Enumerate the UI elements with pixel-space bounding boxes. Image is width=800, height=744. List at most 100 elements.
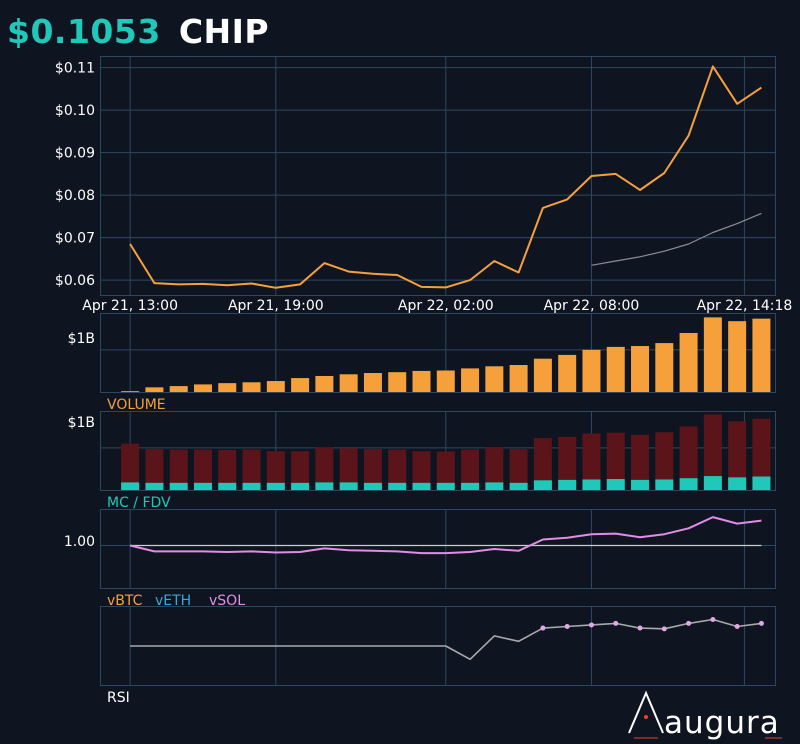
token-symbol: CHIP — [178, 12, 270, 51]
volume-bar — [266, 381, 285, 392]
volume-bar — [193, 384, 212, 392]
fdv-bar — [242, 449, 261, 490]
price-line — [129, 65, 762, 289]
fdv-bar — [606, 432, 625, 490]
volume-bar — [315, 375, 334, 392]
rsi-point — [686, 620, 692, 626]
volume-bar — [436, 370, 455, 392]
price-y-tick-label: $0.08 — [55, 188, 95, 204]
fdv-bar — [363, 449, 382, 490]
volume-bar — [606, 346, 625, 392]
mc-bar — [266, 482, 285, 490]
volume-bar — [169, 386, 188, 392]
volume-bars — [121, 317, 771, 392]
mc-bar — [339, 482, 358, 490]
mc-bar — [315, 482, 334, 490]
price-x-tick-label: Apr 21, 19:00 — [228, 298, 324, 314]
mc-bar — [169, 482, 188, 490]
price-header: $0.1053 CHIP — [7, 12, 269, 51]
volume-bar — [728, 321, 747, 392]
fdv-bar — [655, 432, 674, 490]
rsi-point — [588, 622, 594, 628]
legend-vbtc: vBTC — [107, 593, 143, 609]
mc-bar — [703, 476, 722, 490]
current-price: $0.1053 — [7, 12, 161, 51]
volume-label: VOLUME — [107, 397, 166, 413]
vsol-line — [129, 516, 762, 555]
mc-fdv-label: MC / FDV — [107, 495, 171, 511]
relative-lines — [129, 516, 762, 555]
fdv-bar — [121, 443, 140, 490]
rsi-point — [710, 616, 716, 622]
logo-a-icon — [628, 690, 664, 734]
mc-bar — [582, 479, 601, 490]
mc-bar — [291, 482, 310, 490]
mc-bar — [363, 482, 382, 490]
mc-bar — [509, 482, 528, 490]
price-panel-frame — [100, 56, 776, 296]
volume-bar — [412, 370, 431, 392]
price-y-tick-label: $0.10 — [55, 103, 95, 119]
volume-bar — [388, 372, 407, 392]
price-y-tick-label: $0.07 — [55, 231, 95, 247]
fdv-bar — [339, 448, 358, 490]
fdv-bar — [461, 449, 480, 490]
fdv-bar — [169, 449, 188, 490]
volume-bar — [121, 391, 140, 392]
fdv-bar — [315, 447, 334, 490]
price-y-tick-label: $0.06 — [55, 273, 95, 289]
rsi-point — [734, 624, 740, 629]
price-x-ticks: Apr 21, 13:00 Apr 21, 19:00 Apr 22, 02:00 A… — [82, 298, 792, 314]
price-x-tick-label: Apr 22, 08:00 — [544, 298, 640, 314]
volume-bar — [533, 358, 552, 392]
volume-bar — [145, 387, 164, 392]
augura-logo: augura — [628, 690, 782, 741]
mc-bar — [121, 482, 140, 490]
fdv-bar — [218, 449, 237, 490]
legend-veth: vETH — [155, 593, 191, 609]
volume-bar — [363, 373, 382, 392]
fdv-bar — [145, 449, 164, 490]
rsi-lines — [130, 616, 764, 661]
rsi-point — [637, 625, 643, 631]
mc-bar — [558, 479, 577, 490]
fdv-bar — [412, 451, 431, 490]
mc-bar — [242, 482, 261, 490]
rsi-point — [661, 626, 667, 632]
mc-bar — [631, 479, 650, 490]
fdv-bar — [388, 449, 407, 490]
volume-bar — [703, 317, 722, 392]
rsi-point — [564, 624, 570, 629]
fdv-bar — [436, 451, 455, 490]
volume-bar — [582, 349, 601, 392]
mc-fdv-bars — [121, 414, 771, 490]
fdv-bar — [703, 414, 722, 490]
volume-panel: $1B VOLUME — [68, 313, 776, 413]
price-y-ticks: $0.11 $0.10 $0.09 $0.08 $0.07 $0.06 — [55, 61, 95, 290]
rsi-panel: RSI — [100, 606, 776, 706]
mc-fdv-panel-frame — [100, 411, 776, 491]
volume-bar — [218, 383, 237, 392]
mc-bar — [388, 482, 407, 490]
fdv-bar — [728, 421, 747, 490]
volume-bar — [509, 365, 528, 392]
volume-bar — [752, 318, 771, 392]
fdv-bar — [631, 434, 650, 490]
fdv-bar — [582, 433, 601, 490]
comparison-line — [591, 212, 762, 266]
volume-panel-frame — [100, 313, 776, 393]
logo-dot-icon — [644, 715, 648, 719]
mc-bar — [145, 482, 164, 490]
volume-bar — [242, 382, 261, 392]
fdv-bar — [485, 446, 504, 490]
mc-bar — [218, 482, 237, 490]
volume-bar — [631, 346, 650, 392]
fdv-bar — [509, 449, 528, 490]
mc-bar — [461, 482, 480, 490]
volume-bar — [461, 368, 480, 392]
relative-panel-frame — [100, 509, 776, 589]
logo-wordmark: augura — [664, 705, 780, 741]
fdv-bar — [752, 418, 771, 490]
volume-bar — [655, 343, 674, 392]
